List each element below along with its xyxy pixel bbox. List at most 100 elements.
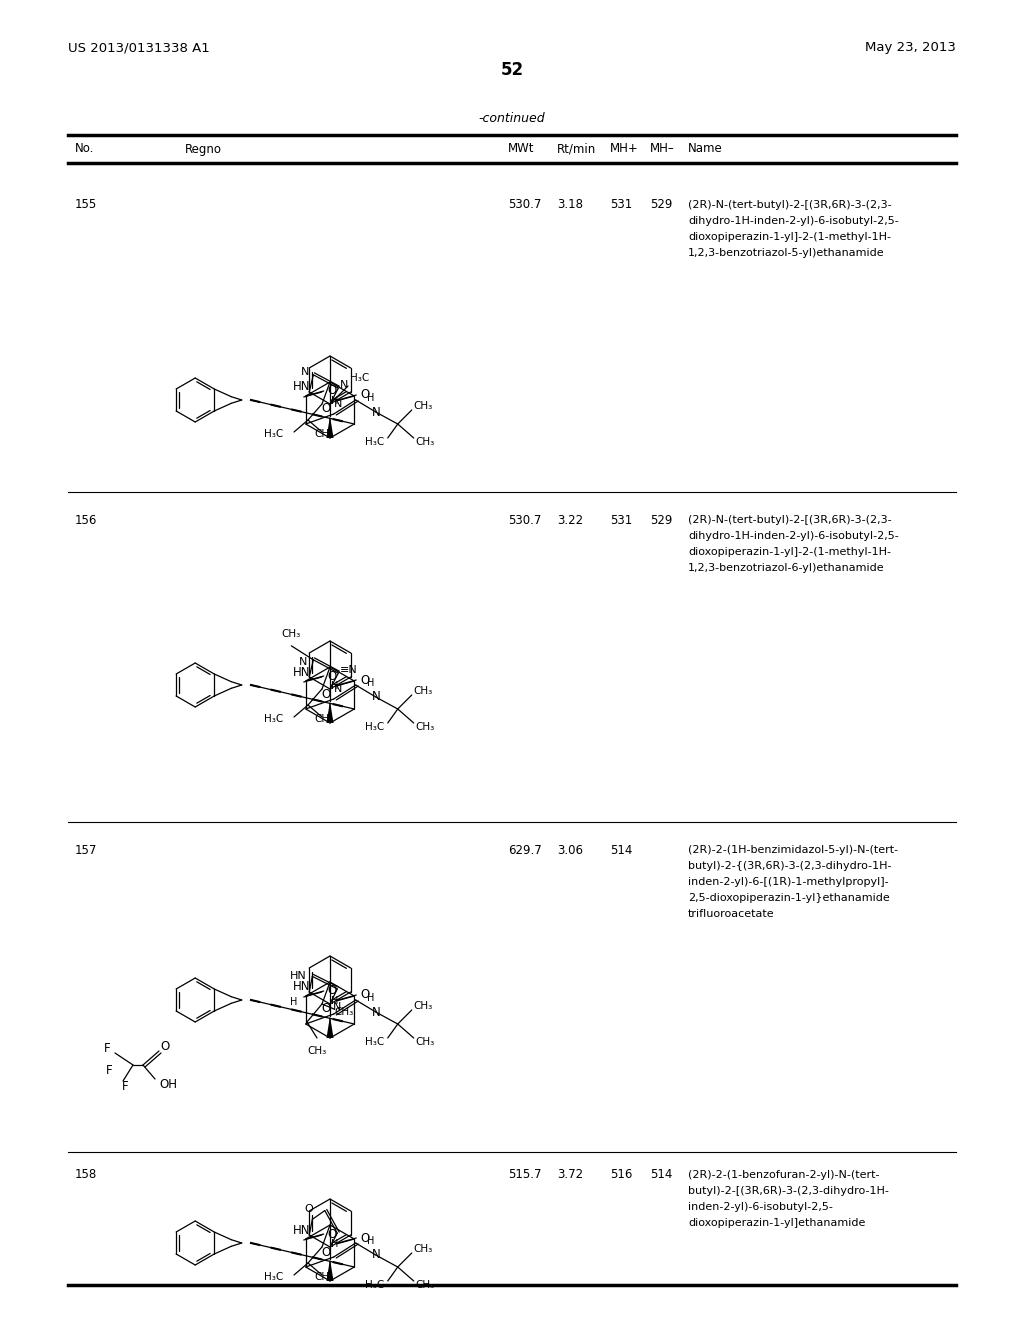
- Text: O: O: [322, 1002, 331, 1015]
- Text: F: F: [122, 1081, 128, 1093]
- Text: H₃C: H₃C: [264, 1272, 283, 1282]
- Text: HN: HN: [293, 380, 310, 393]
- Text: CH₃: CH₃: [414, 1243, 433, 1254]
- Text: F: F: [105, 1064, 113, 1077]
- Text: HN: HN: [293, 1224, 310, 1237]
- Text: May 23, 2013: May 23, 2013: [865, 41, 956, 54]
- Text: N: N: [372, 1006, 380, 1019]
- Text: 52: 52: [501, 61, 523, 79]
- Text: O: O: [328, 669, 337, 682]
- Text: -continued: -continued: [478, 111, 546, 124]
- Text: H₃C: H₃C: [264, 714, 283, 723]
- Text: 156: 156: [75, 513, 97, 527]
- Text: H: H: [331, 1239, 339, 1249]
- Text: CH₃: CH₃: [282, 628, 301, 639]
- Text: inden-2-yl)-6-isobutyl-2,5-: inden-2-yl)-6-isobutyl-2,5-: [688, 1203, 833, 1212]
- Text: HN: HN: [293, 665, 310, 678]
- Text: CH₃: CH₃: [414, 686, 433, 696]
- Text: CH₃: CH₃: [416, 437, 435, 447]
- Text: CH₃: CH₃: [314, 429, 333, 440]
- Text: dihydro-1H-inden-2-yl)-6-isobutyl-2,5-: dihydro-1H-inden-2-yl)-6-isobutyl-2,5-: [688, 531, 899, 541]
- Text: (2R)-2-(1-benzofuran-2-yl)-N-(tert-: (2R)-2-(1-benzofuran-2-yl)-N-(tert-: [688, 1170, 880, 1180]
- Text: US 2013/0131338 A1: US 2013/0131338 A1: [68, 41, 210, 54]
- Text: CH₃: CH₃: [414, 1001, 433, 1011]
- Text: Regno: Regno: [185, 143, 222, 156]
- Polygon shape: [327, 1016, 334, 1038]
- Text: O: O: [304, 1204, 312, 1214]
- Text: H₃C: H₃C: [350, 374, 370, 383]
- Text: dioxopiperazin-1-yl]ethanamide: dioxopiperazin-1-yl]ethanamide: [688, 1218, 865, 1228]
- Text: ≡N: ≡N: [340, 665, 358, 675]
- Text: CH₃: CH₃: [307, 1045, 327, 1056]
- Text: O: O: [328, 384, 337, 397]
- Text: 531: 531: [610, 513, 632, 527]
- Text: butyl)-2-{(3R,6R)-3-(2,3-dihydro-1H-: butyl)-2-{(3R,6R)-3-(2,3-dihydro-1H-: [688, 861, 892, 871]
- Text: dioxopiperazin-1-yl]-2-(1-methyl-1H-: dioxopiperazin-1-yl]-2-(1-methyl-1H-: [688, 546, 891, 557]
- Text: CH₃: CH₃: [416, 1280, 435, 1290]
- Text: Rt/min: Rt/min: [557, 143, 596, 156]
- Text: 529: 529: [650, 513, 673, 527]
- Text: (2R)-2-(1H-benzimidazol-5-yl)-N-(tert-: (2R)-2-(1H-benzimidazol-5-yl)-N-(tert-: [688, 845, 898, 855]
- Text: 3.72: 3.72: [557, 1168, 583, 1181]
- Text: 514: 514: [610, 843, 633, 857]
- Text: H: H: [331, 997, 339, 1006]
- Text: dioxopiperazin-1-yl]-2-(1-methyl-1H-: dioxopiperazin-1-yl]-2-(1-methyl-1H-: [688, 232, 891, 242]
- Text: F: F: [103, 1043, 111, 1056]
- Text: (2R)-N-(tert-butyl)-2-[(3R,6R)-3-(2,3-: (2R)-N-(tert-butyl)-2-[(3R,6R)-3-(2,3-: [688, 201, 892, 210]
- Text: 531: 531: [610, 198, 632, 211]
- Text: 3.06: 3.06: [557, 843, 583, 857]
- Text: O: O: [360, 1232, 370, 1245]
- Text: HN: HN: [291, 972, 307, 981]
- Text: CH₃: CH₃: [314, 1272, 333, 1282]
- Text: H₃C: H₃C: [365, 1038, 384, 1047]
- Text: inden-2-yl)-6-[(1R)-1-methylpropyl]-: inden-2-yl)-6-[(1R)-1-methylpropyl]-: [688, 876, 889, 887]
- Text: N: N: [333, 1002, 341, 1012]
- Text: N: N: [334, 684, 342, 694]
- Text: O: O: [328, 1228, 337, 1241]
- Text: 155: 155: [75, 198, 97, 211]
- Text: CH₃: CH₃: [334, 1007, 353, 1016]
- Text: 514: 514: [650, 1168, 673, 1181]
- Text: H: H: [291, 997, 298, 1007]
- Text: H₃C: H₃C: [365, 437, 384, 447]
- Text: 3.18: 3.18: [557, 198, 583, 211]
- Text: CH₃: CH₃: [416, 722, 435, 733]
- Text: 529: 529: [650, 198, 673, 211]
- Text: trifluoroacetate: trifluoroacetate: [688, 909, 774, 919]
- Text: O: O: [161, 1040, 170, 1053]
- Text: O: O: [360, 673, 370, 686]
- Text: N: N: [372, 690, 380, 704]
- Text: 158: 158: [75, 1168, 97, 1181]
- Text: CH₃: CH₃: [414, 401, 433, 411]
- Text: 530.7: 530.7: [508, 513, 542, 527]
- Text: OH: OH: [159, 1078, 177, 1092]
- Text: Name: Name: [688, 143, 723, 156]
- Text: 157: 157: [75, 843, 97, 857]
- Text: CH₃: CH₃: [314, 714, 333, 723]
- Text: 629.7: 629.7: [508, 843, 542, 857]
- Text: HN: HN: [293, 981, 310, 994]
- Text: O: O: [328, 985, 337, 998]
- Text: H: H: [367, 993, 375, 1003]
- Polygon shape: [327, 1259, 334, 1280]
- Text: MWt: MWt: [508, 143, 535, 156]
- Text: No.: No.: [75, 143, 94, 156]
- Text: 2,5-dioxopiperazin-1-yl}ethanamide: 2,5-dioxopiperazin-1-yl}ethanamide: [688, 894, 890, 903]
- Text: (2R)-N-(tert-butyl)-2-[(3R,6R)-3-(2,3-: (2R)-N-(tert-butyl)-2-[(3R,6R)-3-(2,3-: [688, 515, 892, 525]
- Text: 530.7: 530.7: [508, 198, 542, 211]
- Text: H: H: [367, 1236, 375, 1246]
- Text: H: H: [367, 678, 375, 688]
- Text: 1,2,3-benzotriazol-5-yl)ethanamide: 1,2,3-benzotriazol-5-yl)ethanamide: [688, 248, 885, 257]
- Text: H: H: [331, 681, 339, 690]
- Text: 3.22: 3.22: [557, 513, 583, 527]
- Text: N: N: [301, 367, 309, 376]
- Text: O: O: [360, 388, 370, 401]
- Text: CH₃: CH₃: [416, 1038, 435, 1047]
- Text: N: N: [340, 380, 349, 391]
- Text: N: N: [299, 657, 308, 667]
- Text: O: O: [322, 688, 331, 701]
- Text: H₃C: H₃C: [264, 429, 283, 440]
- Text: H: H: [367, 393, 375, 403]
- Text: H: H: [331, 396, 339, 407]
- Text: 515.7: 515.7: [508, 1168, 542, 1181]
